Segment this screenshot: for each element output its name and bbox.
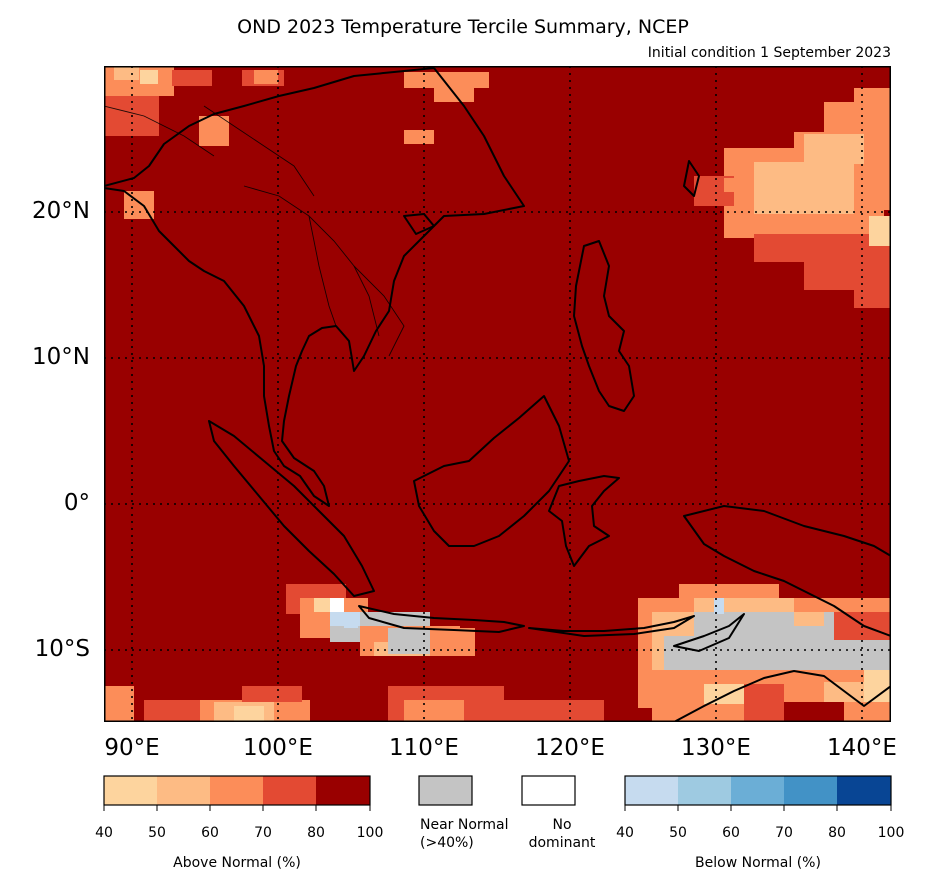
cells-south-edge <box>104 686 604 722</box>
lat-label-10s: 10°S <box>34 636 90 662</box>
coastlines <box>104 67 891 722</box>
borders <box>104 105 405 357</box>
map-frame <box>104 66 891 722</box>
map-subtitle: Initial condition 1 September 2023 <box>647 45 891 61</box>
above-tick-70: 70 <box>254 825 272 841</box>
below-normal-colorbar <box>624 775 892 811</box>
above-tick-50: 50 <box>148 825 166 841</box>
near-normal-label: Near Normal (>40%) <box>420 817 509 851</box>
lat-label-0: 0° <box>63 490 90 516</box>
lon-label-110e: 110°E <box>389 735 459 761</box>
cells-northwest-pacific <box>694 88 891 308</box>
no-dominant-label: No dominant <box>528 817 596 851</box>
map-title: OND 2023 Temperature Tercile Summary, NC… <box>237 16 689 38</box>
lon-label-120e: 120°E <box>535 735 605 761</box>
below-tick-70: 70 <box>775 825 793 841</box>
lat-label-10n: 10°N <box>32 344 90 370</box>
lon-label-140e: 140°E <box>827 735 897 761</box>
lat-label-20n: 20°N <box>32 198 90 224</box>
cells-south-java <box>286 584 475 656</box>
above-tick-60: 60 <box>201 825 219 841</box>
above-tick-100: 100 <box>356 825 384 841</box>
cells-upper-left <box>104 66 489 219</box>
lon-label-130e: 130°E <box>681 735 751 761</box>
lon-label-90e: 90°E <box>104 735 160 761</box>
no-dominant-swatch <box>521 775 576 806</box>
below-tick-50: 50 <box>669 825 687 841</box>
below-normal-label: Below Normal (%) <box>695 855 821 871</box>
below-tick-40: 40 <box>616 825 634 841</box>
gridlines <box>104 66 891 722</box>
above-tick-80: 80 <box>307 825 325 841</box>
below-tick-80: 80 <box>828 825 846 841</box>
forecast-map <box>104 66 891 722</box>
lon-label-100e: 100°E <box>243 735 313 761</box>
above-normal-colorbar <box>103 775 371 811</box>
below-tick-100: 100 <box>877 825 905 841</box>
cells-arafura <box>638 584 891 722</box>
near-normal-swatch <box>418 775 473 806</box>
below-tick-60: 60 <box>722 825 740 841</box>
above-normal-label: Above Normal (%) <box>173 855 301 871</box>
above-tick-40: 40 <box>95 825 113 841</box>
